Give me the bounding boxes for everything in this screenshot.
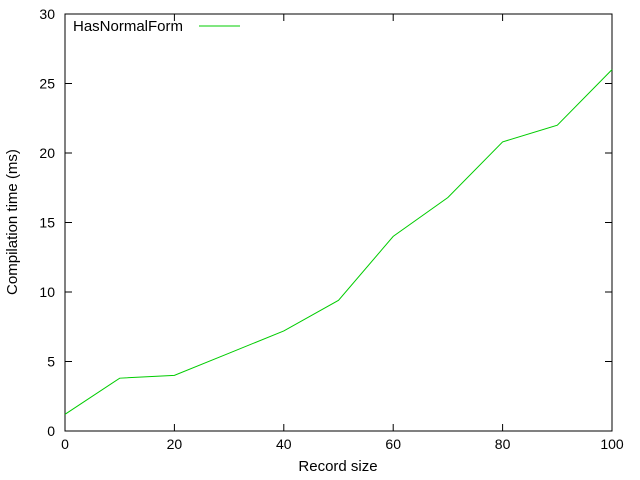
series-line-hasnormalform [64,69,613,415]
x-tick-label: 100 [600,436,624,452]
y-tick-label: 20 [39,145,55,161]
x-tick-label: 0 [61,436,69,452]
axis-ticks [64,13,613,432]
legend-label-hasnormalform: HasNormalForm [73,18,183,35]
y-tick-label: 15 [39,215,55,231]
y-tick-label: 0 [47,423,55,439]
x-tick-label: 40 [276,436,292,452]
y-tick-label: 25 [39,76,55,92]
y-axis-title: Compilation time (ms) [4,149,21,295]
legend: HasNormalForm [73,18,240,35]
y-tick-label: 5 [47,354,55,370]
y-tick-label: 10 [39,284,55,300]
plot-frame [64,13,613,432]
x-axis-title: Record size [298,458,377,475]
x-tick-label: 60 [385,436,401,452]
axis-tick-labels: 0 20 40 60 80 100 0 5 10 15 20 25 30 [39,6,623,452]
x-tick-label: 80 [495,436,511,452]
y-tick-label: 30 [39,6,55,22]
series-layer [64,69,613,415]
x-tick-label: 20 [167,436,183,452]
